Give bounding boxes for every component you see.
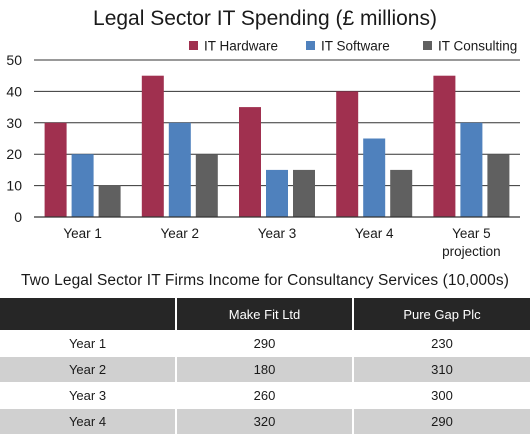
column-header: Make Fit Ltd: [176, 298, 353, 331]
x-tick-label: Year 4: [355, 226, 394, 241]
legend-label: IT Hardware: [204, 39, 278, 54]
table-cell: 290: [353, 409, 530, 434]
column-header: Pure Gap Plc: [353, 298, 530, 331]
table-row: Year 1 290 230: [0, 331, 530, 357]
table-title: Two Legal Sector IT Firms Income for Con…: [0, 272, 530, 290]
table-cell: 290: [176, 331, 353, 357]
table-row: Year 4 320 290: [0, 409, 530, 434]
bar-it-software: [363, 139, 385, 218]
table-cell: 180: [176, 357, 353, 383]
legend-swatch: [306, 41, 315, 50]
x-tick-label: Year 1: [63, 226, 102, 241]
x-tick-label: Year 3: [258, 226, 297, 241]
bar-it-consulting: [390, 170, 412, 217]
bars: [45, 76, 510, 217]
y-tick-label: 0: [14, 209, 22, 225]
y-tick-label: 10: [6, 178, 22, 194]
bar-it-software: [169, 123, 191, 217]
bar-it-consulting: [196, 154, 218, 217]
legend-swatch: [189, 41, 198, 50]
legend-swatch: [423, 41, 432, 50]
legend-label: IT Consulting: [438, 39, 517, 54]
bar-chart: Legal Sector IT Spending (£ millions) IT…: [0, 0, 530, 268]
table-row: Year 3 260 300: [0, 383, 530, 409]
table-cell: 320: [176, 409, 353, 434]
bar-it-consulting: [99, 186, 121, 217]
bar-it-hardware: [142, 76, 164, 217]
table-cell: Year 4: [0, 409, 176, 434]
y-axis-ticks: 0 10 20 30 40 50: [6, 52, 22, 225]
bar-it-hardware: [45, 123, 67, 217]
table-cell: 310: [353, 357, 530, 383]
table-cell: 260: [176, 383, 353, 409]
y-tick-label: 50: [6, 52, 22, 68]
bar-it-hardware: [433, 76, 455, 217]
bar-it-software: [72, 154, 94, 217]
table-cell: 230: [353, 331, 530, 357]
legend-label: IT Software: [321, 39, 390, 54]
table-row: Year 2 180 310: [0, 357, 530, 383]
x-tick-label: Year 2: [161, 226, 200, 241]
y-tick-label: 20: [6, 146, 22, 162]
column-header: [0, 298, 176, 331]
bar-it-software: [266, 170, 288, 217]
table-cell: Year 1: [0, 331, 176, 357]
table-cell: Year 2: [0, 357, 176, 383]
chart-legend: IT Hardware IT Software IT Consulting: [189, 39, 517, 54]
income-table: Make Fit Ltd Pure Gap Plc Year 1 290 230…: [0, 298, 530, 434]
bar-it-software: [460, 123, 482, 217]
y-tick-label: 40: [6, 83, 22, 99]
chart-title: Legal Sector IT Spending (£ millions): [93, 7, 437, 30]
bar-it-hardware: [239, 107, 261, 217]
table-cell: 300: [353, 383, 530, 409]
bar-it-consulting: [487, 154, 509, 217]
bar-it-hardware: [336, 91, 358, 217]
bar-it-consulting: [293, 170, 315, 217]
y-tick-label: 30: [6, 115, 22, 131]
table-header-row: Make Fit Ltd Pure Gap Plc: [0, 298, 530, 331]
table-cell: Year 3: [0, 383, 176, 409]
